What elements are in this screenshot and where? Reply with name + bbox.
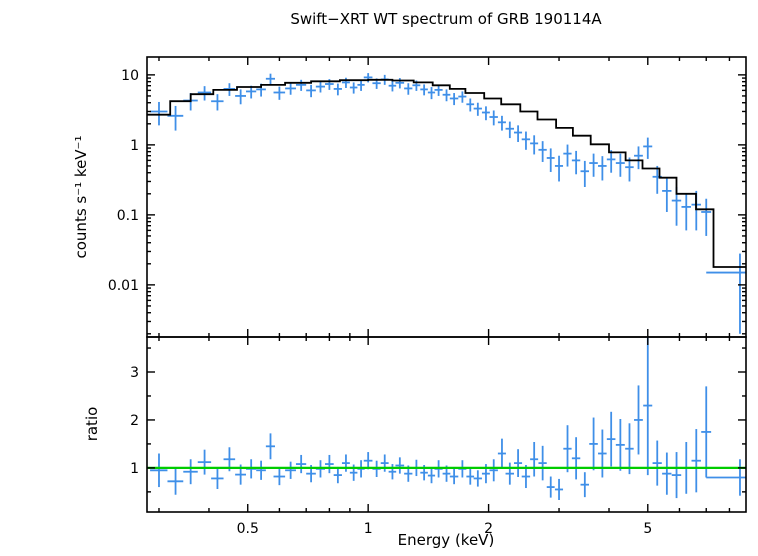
spectrum-data-points	[150, 73, 746, 334]
panel-ratio: 1 2 3 0.5 1 2 5	[130, 336, 747, 537]
x-tick-label: 2	[484, 521, 493, 537]
chart-title: Swift−XRT WT spectrum of GRB 190114A	[290, 10, 602, 28]
model-histogram-line	[147, 78, 746, 268]
y-tick-label: 10	[121, 68, 139, 84]
tick-marks	[147, 337, 746, 512]
y-axis-label-ratio: ratio	[83, 407, 101, 442]
y-tick-label: 2	[130, 413, 139, 429]
y-tick-label: 1	[130, 138, 139, 154]
plot-panels: 0.01 0.1 1 10 1 2 3 0.5 1 2 5	[108, 56, 747, 537]
y-axis-label-counts: counts s⁻¹ keV⁻¹	[72, 136, 90, 259]
y-tick-label: 0.01	[108, 278, 139, 294]
panel-spectrum: 0.01 0.1 1 10	[108, 56, 747, 338]
tick-marks	[147, 57, 746, 337]
panel-plot-area	[147, 73, 746, 334]
x-tick-label: 0.5	[237, 521, 259, 537]
panel-frame	[146, 336, 747, 513]
tick-labels: 1 2 3 0.5 1 2 5	[130, 365, 652, 537]
x-tick-label: 1	[364, 521, 373, 537]
ratio-data-points	[150, 337, 746, 501]
y-tick-label: 0.1	[117, 208, 139, 224]
y-tick-label: 1	[130, 461, 139, 477]
y-tick-label: 3	[130, 365, 139, 381]
x-tick-label: 5	[643, 521, 652, 537]
panel-plot-area	[147, 337, 746, 501]
tick-labels: 0.01 0.1 1 10	[108, 68, 139, 294]
x-axis-label: Energy (keV)	[398, 531, 495, 549]
